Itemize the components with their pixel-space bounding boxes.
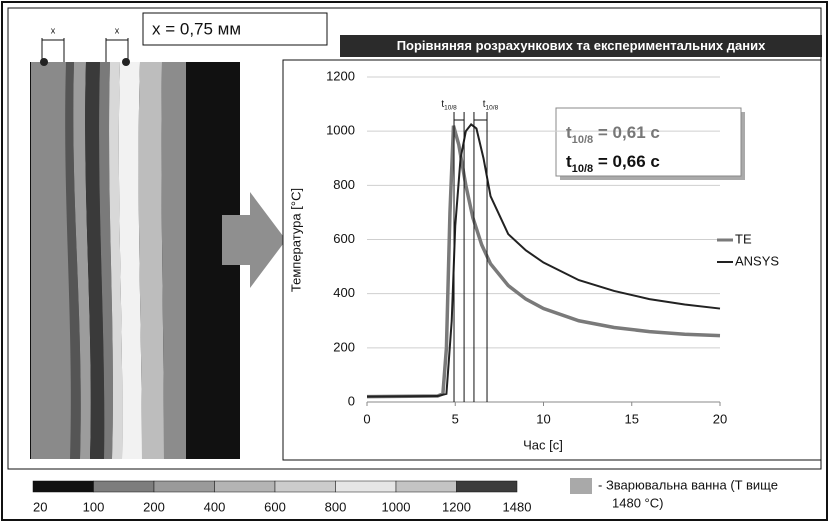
note-swatch: [570, 478, 592, 494]
macro-image: [30, 38, 240, 459]
colorbar-segment: [274, 480, 336, 493]
arrow: [222, 192, 286, 288]
y-tick-label: 0: [348, 393, 355, 408]
series-line: [366, 122, 721, 398]
annotation-base: t: [483, 99, 486, 110]
colorbar-segment: [335, 480, 397, 493]
dim-label: x: [115, 25, 120, 35]
y-tick-label: 200: [333, 339, 355, 354]
colorbar-label: 800: [325, 499, 347, 514]
y-tick-label: 1000: [326, 123, 355, 138]
colorbar-label: 600: [264, 499, 286, 514]
x-tick-label: 0: [363, 411, 370, 426]
annotation-rest: = 0,66 с: [593, 152, 660, 171]
x-tick-label: 15: [625, 411, 639, 426]
y-tick-label: 1200: [326, 68, 355, 83]
y-tick-label: 600: [333, 231, 355, 246]
colorbar-label: 1480: [503, 499, 532, 514]
note-text: - Зварювальна ванна (T вище: [598, 477, 778, 492]
annotation-sub: 10/8: [486, 104, 499, 111]
colorbar-label: 1200: [442, 499, 471, 514]
annotation-base: t: [566, 123, 572, 142]
scale-box: [142, 12, 328, 46]
title-bar: [340, 35, 822, 57]
annotation-base: t: [566, 152, 572, 171]
annotation: t10/8: [441, 99, 457, 112]
y-tick-label: 800: [333, 177, 355, 192]
colorbar-label: 100: [83, 499, 105, 514]
annotation: t10/8 = 0,66 с: [566, 152, 660, 174]
legend-label: ANSYS: [735, 253, 779, 268]
annotation: t10/8 = 0,61 с: [566, 123, 660, 145]
chart-title: Порівняняя розрахункових та експеримента…: [397, 38, 766, 53]
x-tick-label: 10: [536, 411, 550, 426]
series-line: [366, 125, 721, 399]
colorbar-segment: [395, 480, 457, 493]
annotation-sub: 10/8: [444, 104, 457, 111]
annotation: t10/8: [483, 99, 499, 112]
x-tick-label: 20: [713, 411, 727, 426]
colorbar-label: 200: [143, 499, 165, 514]
colorbar-segment: [93, 480, 155, 493]
legend-label: TE: [735, 231, 752, 246]
x-tick-label: 5: [452, 411, 459, 426]
colorbar-label: 1000: [382, 499, 411, 514]
annotation-sub: 10/8: [572, 163, 594, 175]
annotation-base: t: [441, 99, 444, 110]
x-axis-label: Час [с]: [523, 437, 563, 452]
y-tick-label: 400: [333, 285, 355, 300]
annotation-rest: = 0,61 с: [593, 123, 660, 142]
colorbar-label: 400: [204, 499, 226, 514]
dim-label: x: [51, 25, 56, 35]
colorbar-label: 20: [33, 499, 47, 514]
info-box: [555, 107, 742, 177]
colorbar-segment: [214, 480, 276, 493]
note-text: 1480 °C): [612, 495, 663, 510]
annotation-sub: 10/8: [572, 134, 594, 146]
y-axis-label: Температура [°C]: [288, 188, 303, 292]
colorbar-segment: [456, 480, 518, 493]
colorbar-segment: [32, 480, 94, 493]
scale-label: x = 0,75 мм: [152, 19, 241, 38]
colorbar-segment: [153, 480, 215, 493]
